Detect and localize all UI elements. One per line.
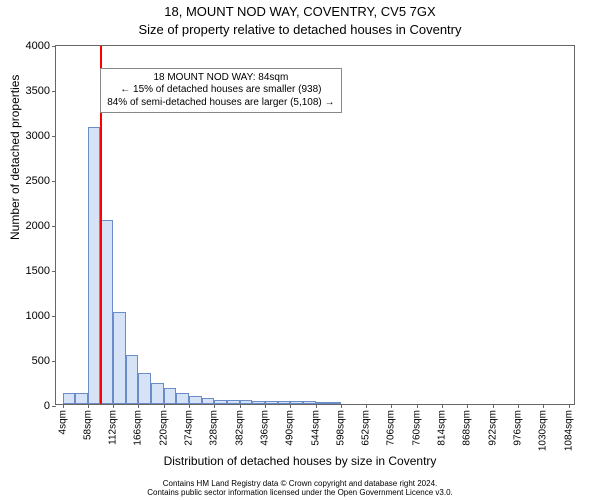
histogram-bar (176, 393, 189, 404)
y-tick: 1000 (26, 310, 56, 322)
x-tick-mark (63, 404, 64, 408)
histogram-bar (138, 373, 151, 405)
histogram-bar (75, 393, 88, 404)
x-tick-mark (113, 404, 114, 408)
histogram-bar (164, 388, 177, 404)
x-tick: 328sqm (209, 410, 220, 446)
x-tick: 58sqm (82, 410, 93, 440)
histogram-bar (252, 401, 265, 404)
histogram-bar (151, 383, 164, 404)
histogram-bar (240, 400, 253, 404)
histogram-bar (202, 398, 215, 404)
y-tick: 0 (44, 400, 56, 412)
x-tick-mark (417, 404, 418, 408)
x-tick: 814sqm (437, 410, 448, 446)
histogram-bar (278, 401, 291, 404)
x-tick-mark (341, 404, 342, 408)
x-tick-mark (240, 404, 241, 408)
histogram-bar (328, 402, 341, 404)
x-tick-mark (138, 404, 139, 408)
x-tick: 166sqm (133, 410, 144, 446)
title-line-1: 18, MOUNT NOD WAY, COVENTRY, CV5 7GX (0, 4, 600, 19)
x-tick-mark (88, 404, 89, 408)
x-tick: 4sqm (57, 410, 68, 434)
x-tick: 598sqm (335, 410, 346, 446)
y-tick: 4000 (26, 40, 56, 52)
x-tick: 220sqm (158, 410, 169, 446)
x-tick-mark (164, 404, 165, 408)
histogram-bar (189, 396, 202, 404)
x-tick-mark (265, 404, 266, 408)
y-tick: 1500 (26, 265, 56, 277)
x-tick: 490sqm (285, 410, 296, 446)
x-tick-mark (366, 404, 367, 408)
x-tick-mark (493, 404, 494, 408)
x-tick-mark (543, 404, 544, 408)
footer-attribution: Contains HM Land Registry data © Crown c… (0, 479, 600, 498)
x-tick: 922sqm (487, 410, 498, 446)
histogram-bar (290, 401, 303, 404)
x-tick: 760sqm (411, 410, 422, 446)
histogram-bar (63, 393, 76, 404)
x-tick-mark (569, 404, 570, 408)
histogram-bar (126, 355, 139, 405)
x-tick: 382sqm (234, 410, 245, 446)
y-tick: 3000 (26, 130, 56, 142)
x-tick-mark (467, 404, 468, 408)
histogram-bar (113, 312, 126, 404)
x-tick: 274sqm (184, 410, 195, 446)
histogram-bar (101, 220, 114, 405)
histogram-bar (303, 401, 316, 404)
chart-container: 18, MOUNT NOD WAY, COVENTRY, CV5 7GX Siz… (0, 0, 600, 500)
y-tick: 2000 (26, 220, 56, 232)
histogram-bar (265, 401, 278, 404)
x-tick-mark (214, 404, 215, 408)
x-tick: 868sqm (462, 410, 473, 446)
x-tick: 976sqm (512, 410, 523, 446)
x-tick: 436sqm (259, 410, 270, 446)
x-tick-mark (518, 404, 519, 408)
footer-line-2: Contains public sector information licen… (0, 488, 600, 498)
x-tick-mark (189, 404, 190, 408)
plot-area: 050010001500200025003000350040004sqm58sq… (55, 45, 575, 405)
x-tick: 652sqm (361, 410, 372, 446)
x-tick: 1030sqm (538, 410, 549, 451)
histogram-bar (214, 400, 227, 405)
x-tick: 1084sqm (563, 410, 574, 451)
annotation-line: 84% of semi-detached houses are larger (… (107, 97, 334, 110)
annotation-box: 18 MOUNT NOD WAY: 84sqm← 15% of detached… (100, 68, 341, 114)
annotation-line: 18 MOUNT NOD WAY: 84sqm (107, 72, 334, 85)
x-tick-mark (442, 404, 443, 408)
y-axis-label: Number of detached properties (8, 75, 22, 240)
histogram-bar (316, 402, 329, 404)
x-tick-mark (391, 404, 392, 408)
histogram-bar (88, 127, 101, 404)
y-tick: 2500 (26, 175, 56, 187)
title-line-2: Size of property relative to detached ho… (0, 22, 600, 37)
x-tick: 112sqm (108, 410, 119, 445)
histogram-bar (227, 400, 240, 404)
y-tick: 3500 (26, 85, 56, 97)
x-tick: 706sqm (386, 410, 397, 446)
annotation-line: ← 15% of detached houses are smaller (93… (107, 84, 334, 97)
x-tick-mark (290, 404, 291, 408)
footer-line-1: Contains HM Land Registry data © Crown c… (0, 479, 600, 489)
x-axis-label: Distribution of detached houses by size … (0, 454, 600, 468)
x-tick: 544sqm (310, 410, 321, 446)
y-tick: 500 (32, 355, 56, 367)
x-tick-mark (316, 404, 317, 408)
